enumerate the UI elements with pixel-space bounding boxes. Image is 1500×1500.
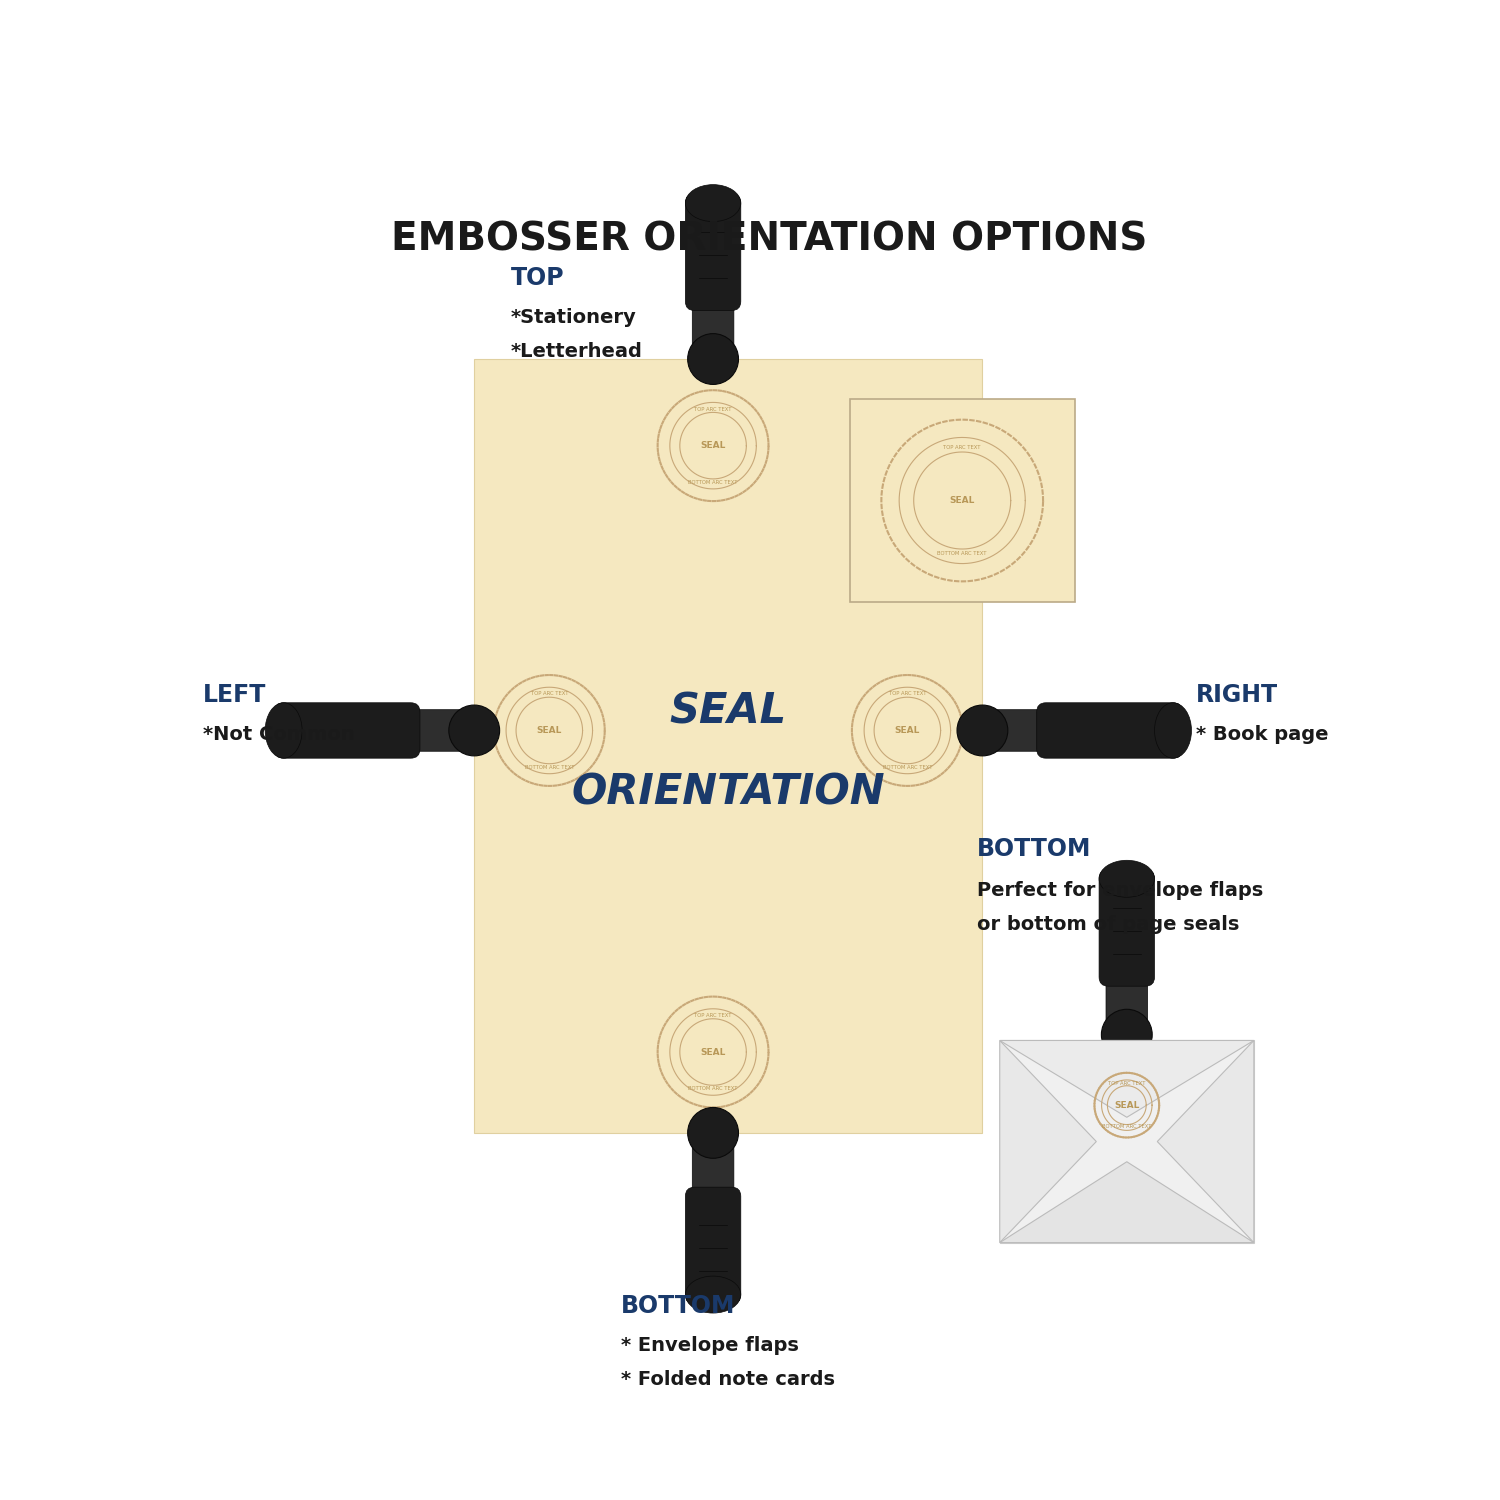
Text: BOTTOM ARC TEXT: BOTTOM ARC TEXT [938,552,987,556]
Text: SEAL: SEAL [950,496,975,506]
Text: SEAL: SEAL [537,726,562,735]
Circle shape [448,705,500,756]
Ellipse shape [1155,704,1191,758]
Text: or bottom of page seals: or bottom of page seals [976,915,1239,934]
Text: TOP ARC TEXT: TOP ARC TEXT [888,692,926,696]
Text: TOP ARC TEXT: TOP ARC TEXT [1108,1082,1146,1086]
Text: BOTTOM: BOTTOM [976,837,1090,861]
Ellipse shape [1100,861,1155,897]
Text: SEAL: SEAL [670,690,788,732]
Text: BOTTOM ARC TEXT: BOTTOM ARC TEXT [525,765,574,770]
Text: TOP ARC TEXT: TOP ARC TEXT [694,1013,732,1019]
Text: SEAL: SEAL [700,1047,726,1056]
Text: EMBOSSER ORIENTATION OPTIONS: EMBOSSER ORIENTATION OPTIONS [390,220,1148,258]
FancyBboxPatch shape [693,1126,734,1202]
FancyBboxPatch shape [1036,704,1182,758]
Text: BOTTOM ARC TEXT: BOTTOM ARC TEXT [1102,1124,1152,1130]
Text: BOTTOM ARC TEXT: BOTTOM ARC TEXT [688,480,738,484]
FancyBboxPatch shape [849,399,1076,602]
FancyBboxPatch shape [999,1041,1254,1242]
Circle shape [957,705,1008,756]
Circle shape [1101,1010,1152,1060]
Text: TOP: TOP [512,266,564,290]
Text: BOTTOM ARC TEXT: BOTTOM ARC TEXT [882,765,932,770]
Text: SEAL: SEAL [894,726,920,735]
Text: ORIENTATION: ORIENTATION [572,771,885,813]
Polygon shape [999,1161,1254,1242]
FancyBboxPatch shape [976,710,1052,752]
Text: *Stationery: *Stationery [512,308,636,327]
FancyBboxPatch shape [474,358,982,1132]
Text: TOP ARC TEXT: TOP ARC TEXT [531,692,568,696]
Text: *Letterhead: *Letterhead [512,342,644,362]
FancyBboxPatch shape [1100,870,1155,986]
Text: RIGHT: RIGHT [1196,684,1278,708]
Text: LEFT: LEFT [202,684,266,708]
Ellipse shape [686,1276,741,1312]
FancyBboxPatch shape [405,710,480,752]
Polygon shape [1158,1041,1254,1242]
Text: TOP ARC TEXT: TOP ARC TEXT [694,406,732,411]
Text: SEAL: SEAL [700,441,726,450]
Text: * Book page: * Book page [1196,726,1329,744]
FancyBboxPatch shape [693,290,734,364]
FancyBboxPatch shape [686,194,741,310]
Polygon shape [999,1041,1254,1118]
Text: TOP ARC TEXT: TOP ARC TEXT [944,444,981,450]
Text: SEAL: SEAL [1114,1101,1140,1110]
Text: * Folded note cards: * Folded note cards [621,1371,834,1389]
Ellipse shape [686,184,741,222]
Circle shape [687,1107,738,1158]
Text: Perfect for envelope flaps: Perfect for envelope flaps [976,880,1263,900]
Circle shape [687,333,738,384]
Polygon shape [999,1041,1096,1242]
FancyBboxPatch shape [1106,966,1148,1041]
Text: * Envelope flaps: * Envelope flaps [621,1335,798,1354]
Ellipse shape [266,704,302,758]
Text: *Not Common: *Not Common [202,726,354,744]
Text: BOTTOM ARC TEXT: BOTTOM ARC TEXT [688,1086,738,1090]
FancyBboxPatch shape [686,1186,741,1304]
FancyBboxPatch shape [274,704,420,758]
Text: BOTTOM: BOTTOM [621,1293,735,1317]
